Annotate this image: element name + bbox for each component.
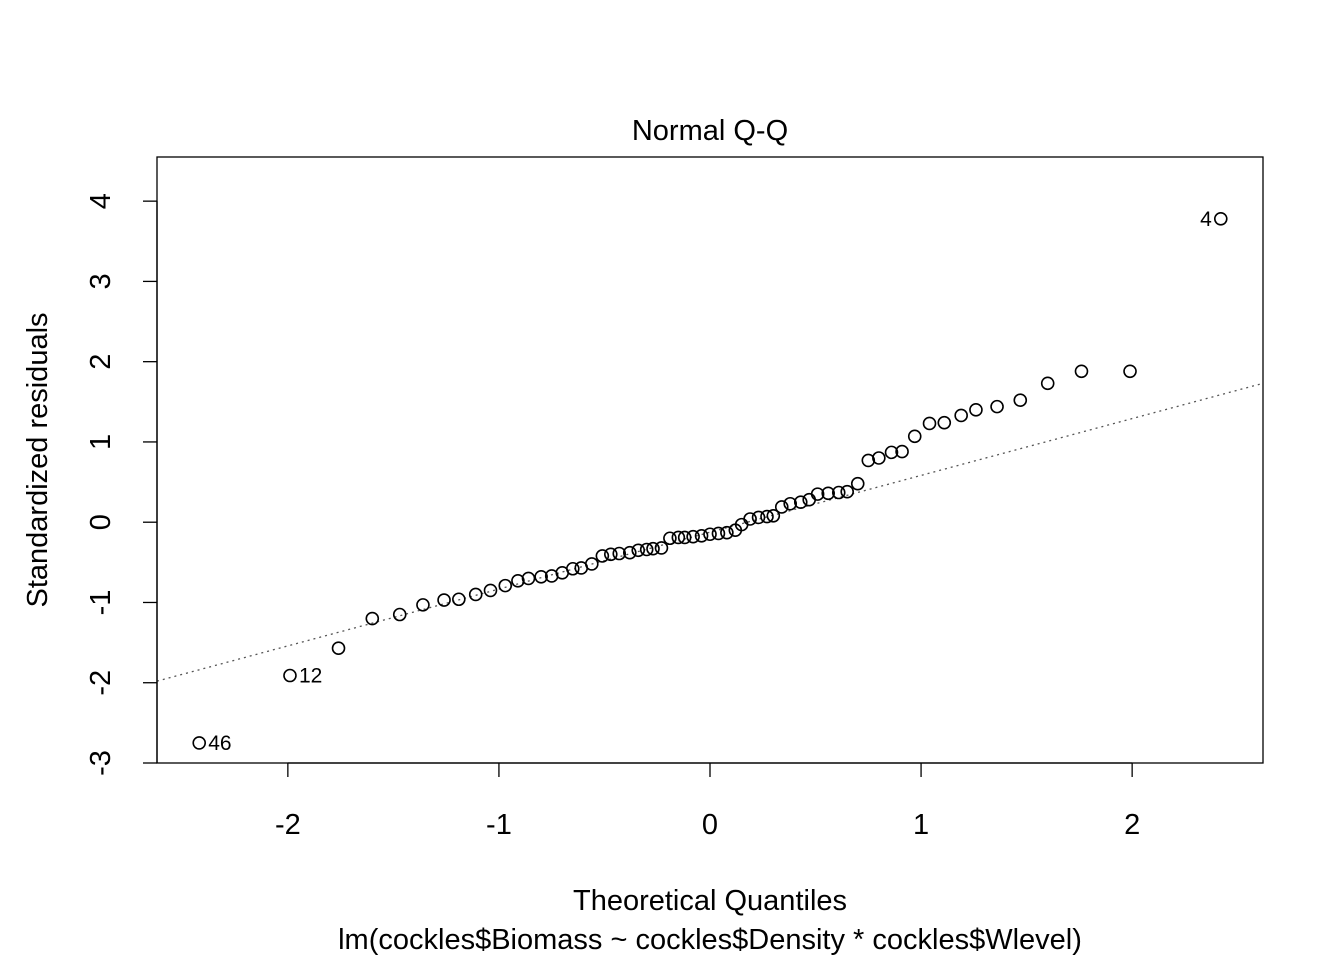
data-point-5 bbox=[392, 607, 407, 622]
x-tick-label-2: 2 bbox=[1124, 809, 1140, 841]
y-axis: -3 -2 -1 0 1 2 3 4 bbox=[85, 193, 158, 776]
data-point-10 bbox=[483, 583, 498, 598]
data-point-55 bbox=[907, 429, 922, 444]
data-point-49 bbox=[840, 484, 854, 499]
data-point-8 bbox=[452, 592, 466, 607]
point-label-46: 46 bbox=[208, 732, 231, 755]
y-tick-label-1: 1 bbox=[85, 434, 117, 450]
data-point-7 bbox=[437, 593, 451, 607]
y-tick-label--3: -3 bbox=[85, 750, 117, 776]
data-point-13 bbox=[521, 571, 536, 586]
plot-region: 46 12 4 bbox=[157, 208, 1263, 755]
point-label-4: 4 bbox=[1200, 208, 1212, 231]
data-point-52 bbox=[872, 451, 886, 465]
data-point-51 bbox=[861, 453, 876, 468]
data-point-34 bbox=[711, 526, 726, 541]
data-point-38 bbox=[743, 512, 757, 526]
points-layer bbox=[192, 212, 1228, 750]
data-point-29 bbox=[671, 530, 686, 545]
data-point-22 bbox=[612, 546, 627, 561]
data-point-28 bbox=[663, 531, 677, 546]
data-point-11 bbox=[498, 578, 513, 593]
x-axis-label: Theoretical Quantiles bbox=[573, 885, 847, 917]
data-point-44 bbox=[793, 495, 808, 509]
data-point-32 bbox=[694, 529, 709, 543]
data-point-21 bbox=[603, 547, 618, 562]
y-tick-label-3: 3 bbox=[85, 273, 117, 289]
data-point-40 bbox=[760, 509, 774, 524]
data-point-1 bbox=[192, 736, 207, 750]
data-point-3 bbox=[331, 641, 346, 656]
data-point-46 bbox=[810, 487, 825, 501]
data-point-39 bbox=[751, 510, 766, 525]
data-point-9 bbox=[468, 587, 483, 602]
point-labels-layer: 46 12 4 bbox=[208, 208, 1212, 755]
data-point-59 bbox=[969, 403, 983, 417]
data-point-23 bbox=[622, 545, 637, 560]
data-point-48 bbox=[831, 485, 846, 500]
data-point-50 bbox=[850, 476, 865, 491]
y-tick-label-4: 4 bbox=[85, 193, 117, 209]
data-point-57 bbox=[937, 415, 952, 430]
data-point-53 bbox=[884, 445, 899, 460]
data-point-35 bbox=[720, 525, 734, 540]
data-point-31 bbox=[686, 529, 700, 544]
y-tick-label--2: -2 bbox=[85, 670, 117, 696]
point-label-12: 12 bbox=[299, 665, 322, 688]
data-point-62 bbox=[1040, 376, 1055, 391]
data-point-43 bbox=[783, 496, 798, 511]
data-point-61 bbox=[1013, 393, 1028, 408]
data-point-27 bbox=[654, 541, 669, 555]
data-point-47 bbox=[821, 486, 835, 501]
data-point-60 bbox=[990, 399, 1004, 414]
data-point-42 bbox=[774, 500, 789, 514]
data-point-41 bbox=[766, 508, 781, 523]
data-point-65 bbox=[1213, 212, 1228, 226]
x-tick-label-0: 0 bbox=[702, 809, 718, 841]
data-point-2 bbox=[283, 668, 297, 683]
x-tick-label-1: 1 bbox=[913, 809, 929, 841]
data-point-58 bbox=[954, 408, 968, 423]
data-point-20 bbox=[595, 549, 610, 563]
x-axis: -2 -1 0 1 2 bbox=[275, 762, 1140, 841]
qq-reference-line bbox=[157, 382, 1263, 682]
chart-subtitle: lm(cockles$Biomass ~ cockles$Density * c… bbox=[338, 924, 1082, 956]
data-point-26 bbox=[646, 541, 660, 556]
data-point-14 bbox=[534, 569, 548, 584]
x-tick-label--2: -2 bbox=[275, 809, 301, 841]
chart-title: Normal Q-Q bbox=[632, 115, 788, 147]
y-tick-label-0: 0 bbox=[85, 514, 117, 530]
data-point-63 bbox=[1074, 364, 1089, 379]
data-point-4 bbox=[365, 611, 380, 626]
data-point-17 bbox=[566, 561, 580, 576]
data-point-6 bbox=[416, 598, 430, 612]
data-point-54 bbox=[895, 444, 909, 459]
data-point-33 bbox=[703, 527, 717, 542]
y-axis-label: Standardized residuals bbox=[22, 312, 54, 607]
y-tick-label--1: -1 bbox=[85, 590, 117, 616]
data-point-24 bbox=[631, 543, 646, 558]
data-point-56 bbox=[922, 416, 937, 431]
x-tick-label--1: -1 bbox=[486, 809, 512, 841]
data-point-12 bbox=[511, 573, 525, 588]
data-point-25 bbox=[639, 542, 654, 557]
y-tick-label-2: 2 bbox=[85, 354, 117, 370]
data-point-19 bbox=[585, 557, 599, 571]
data-point-64 bbox=[1123, 364, 1137, 379]
data-point-30 bbox=[677, 530, 692, 545]
